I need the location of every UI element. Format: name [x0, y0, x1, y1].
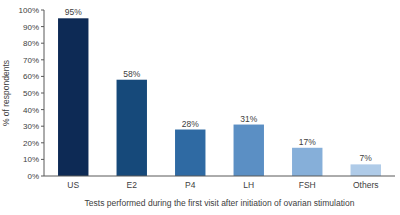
- data-label: 58%: [123, 69, 140, 79]
- bar: [117, 80, 147, 176]
- y-axis-title: % of respondents: [1, 60, 11, 126]
- x-axis: [44, 176, 395, 177]
- x-tick-label: P4: [185, 180, 196, 190]
- data-label: 31%: [240, 114, 257, 124]
- x-tick-label: Others: [353, 180, 379, 190]
- y-tick: [41, 142, 44, 143]
- bar: [292, 148, 322, 176]
- y-tick-label: 60%: [23, 72, 39, 81]
- y-tick: [41, 109, 44, 110]
- y-tick-label: 100%: [19, 6, 39, 15]
- data-label: 7%: [360, 153, 373, 163]
- bar: [234, 125, 264, 176]
- y-tick: [41, 26, 44, 27]
- x-tick-label: LH: [243, 180, 254, 190]
- y-tick-label: 80%: [23, 39, 39, 48]
- y-tick: [41, 59, 44, 60]
- bar: [58, 18, 88, 176]
- y-tick-label: 70%: [23, 56, 39, 65]
- y-tick: [41, 159, 44, 160]
- y-tick-label: 10%: [23, 155, 39, 164]
- x-tick-label: FSH: [299, 180, 316, 190]
- y-tick-label: 40%: [23, 106, 39, 115]
- bar: [351, 164, 381, 176]
- y-tick-label: 50%: [23, 89, 39, 98]
- data-label: 17%: [299, 137, 316, 147]
- data-label: 95%: [65, 7, 82, 17]
- y-tick: [41, 43, 44, 44]
- y-tick: [41, 93, 44, 94]
- data-label: 28%: [182, 119, 199, 129]
- y-tick-label: 0%: [27, 172, 39, 181]
- bars: [58, 18, 381, 176]
- y-tick: [41, 176, 44, 177]
- x-axis-title: Tests performed during the first visit a…: [85, 198, 355, 208]
- y-tick-label: 20%: [23, 139, 39, 148]
- x-tick-label: US: [67, 180, 79, 190]
- y-tick: [41, 126, 44, 127]
- bar: [175, 130, 205, 176]
- chart: 95% 58% 28% 31% 17% 7% 0% 10% 20% 30% 40% 50% 60% 70%…: [0, 0, 400, 215]
- y-tick: [41, 10, 44, 11]
- x-tick-label: E2: [127, 180, 138, 190]
- y-tick-label: 30%: [23, 122, 39, 131]
- y-tick: [41, 76, 44, 77]
- y-tick-label: 90%: [23, 23, 39, 32]
